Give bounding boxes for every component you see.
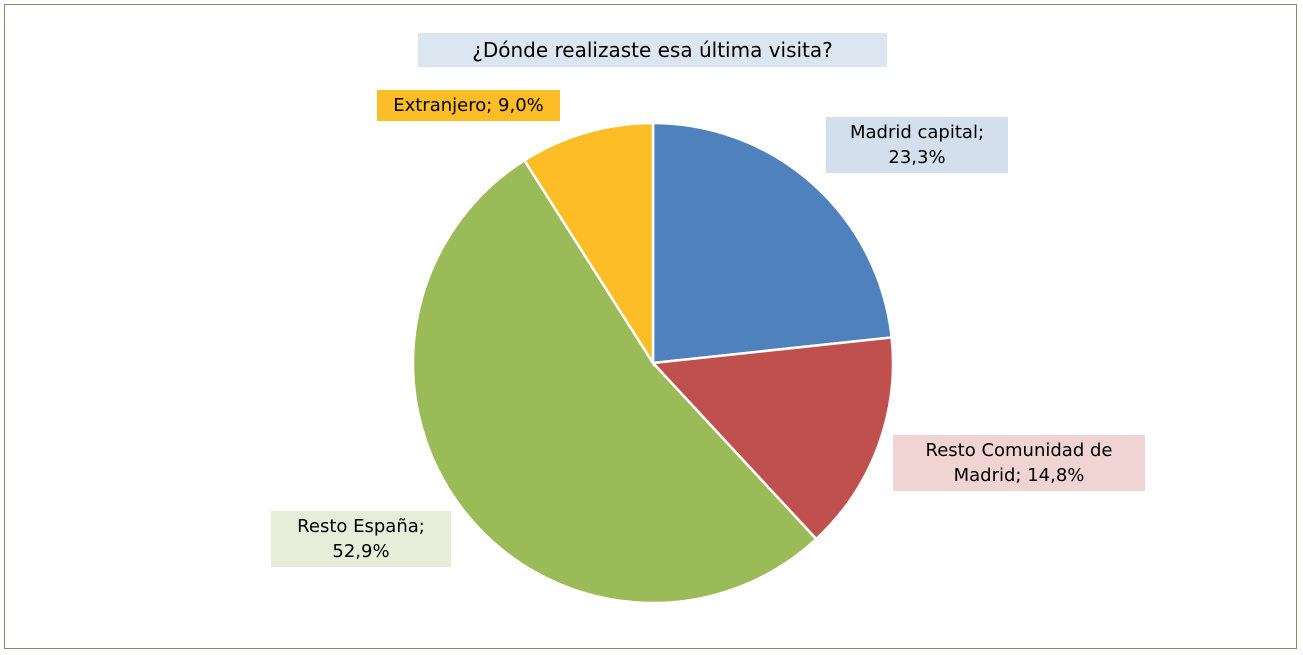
value-label: 9,0% [498,95,544,116]
data-label: Resto España; 52,9% [271,511,451,567]
data-label: Extranjero; 9,0% [377,90,560,121]
category-label: Resto España; [297,516,425,537]
pie-slice [651,121,894,365]
value-label: 52,9% [332,541,390,562]
pie-slice [650,336,895,541]
category-label: Madrid capital; [849,122,985,143]
category-label: Extranjero; [393,95,493,116]
data-label: Resto Comunidad de Madrid; 14,8% [893,435,1145,491]
chart-title: ¿Dónde realizaste esa última visita? [418,33,887,67]
category-label: Resto Comunidad de Madrid; [925,440,1113,486]
value-label: 23,3% [888,147,946,168]
data-label: Madrid capital; 23,3% [826,117,1008,173]
chart-frame [4,4,1297,649]
pie-slice [522,121,655,368]
value-label: 14,8% [1027,465,1085,486]
pie-slice [411,158,818,605]
